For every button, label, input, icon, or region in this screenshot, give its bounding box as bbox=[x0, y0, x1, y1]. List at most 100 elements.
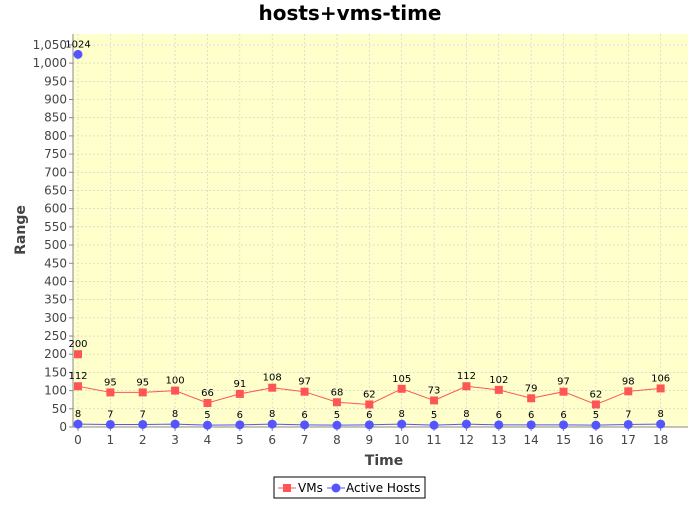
data-label-active-hosts: 8 bbox=[657, 409, 663, 420]
x-tick-label: 17 bbox=[621, 433, 636, 447]
data-point-vms bbox=[106, 388, 115, 397]
data-label-active-hosts: 5 bbox=[334, 410, 340, 421]
y-tick-label: 750 bbox=[44, 147, 67, 161]
y-tick-label: 500 bbox=[44, 238, 67, 252]
data-label-vms: 95 bbox=[136, 377, 149, 388]
data-label-vms: 112 bbox=[68, 371, 87, 382]
legend-active-hosts-marker bbox=[331, 483, 341, 493]
x-tick-label: 4 bbox=[204, 433, 212, 447]
data-label-vms: 108 bbox=[263, 373, 282, 384]
data-point-vms bbox=[235, 389, 244, 398]
y-tick-label: 900 bbox=[44, 93, 67, 107]
data-point-active-hosts bbox=[138, 419, 148, 429]
y-tick-label: 550 bbox=[44, 220, 67, 234]
data-point-active-hosts bbox=[332, 420, 342, 430]
data-point-active-hosts bbox=[429, 420, 439, 430]
data-label-active-hosts: 5 bbox=[204, 410, 210, 421]
x-tick-label: 15 bbox=[556, 433, 571, 447]
x-tick-label: 7 bbox=[301, 433, 309, 447]
data-point-active-hosts bbox=[170, 419, 180, 429]
data-point-vms bbox=[332, 398, 341, 407]
data-point-vms bbox=[527, 394, 536, 403]
data-label-active-hosts: 7 bbox=[107, 409, 113, 420]
chart-title: hosts+vms-time bbox=[258, 1, 441, 25]
data-point-vms bbox=[430, 396, 439, 405]
data-point-vms bbox=[559, 387, 568, 396]
data-point-active-hosts bbox=[559, 420, 569, 430]
legend-vms-label: VMs bbox=[298, 481, 323, 495]
data-label-vms: 102 bbox=[489, 375, 508, 386]
data-point-vms bbox=[268, 383, 277, 392]
data-point-active-hosts bbox=[526, 420, 536, 430]
data-point-active-hosts bbox=[591, 420, 601, 430]
data-point-active-hosts bbox=[300, 420, 310, 430]
x-tick-label: 11 bbox=[426, 433, 441, 447]
data-label-vms: 68 bbox=[331, 387, 344, 398]
data-label-vms: 79 bbox=[525, 383, 538, 394]
data-label-active-hosts: 8 bbox=[398, 409, 404, 420]
y-tick-label: 100 bbox=[44, 384, 67, 398]
y-tick-label: 650 bbox=[44, 183, 67, 197]
y-tick-label: 150 bbox=[44, 365, 67, 379]
x-axis-label: Time bbox=[365, 453, 403, 469]
data-label-active-hosts: 7 bbox=[140, 409, 146, 420]
data-point-active-hosts bbox=[494, 420, 504, 430]
data-point-vms bbox=[462, 382, 471, 391]
y-tick-label: 0 bbox=[59, 420, 67, 434]
data-point-vms bbox=[624, 387, 633, 396]
data-point-active-hosts bbox=[267, 419, 277, 429]
y-tick-label: 600 bbox=[44, 202, 67, 216]
y-tick-label: 1,000 bbox=[33, 56, 67, 70]
data-label-vms: 62 bbox=[363, 389, 376, 400]
data-label-active-hosts: 6 bbox=[528, 410, 534, 421]
legend-vms-marker bbox=[283, 484, 291, 492]
data-point-active-hosts bbox=[461, 419, 471, 429]
data-label-active-hosts: 1024 bbox=[65, 39, 90, 50]
grid bbox=[73, 34, 688, 428]
data-point-vms bbox=[656, 384, 665, 393]
data-point-vms bbox=[591, 400, 600, 409]
data-label-vms: 66 bbox=[201, 388, 214, 399]
y-tick-label: 700 bbox=[44, 165, 67, 179]
data-point-active-hosts bbox=[397, 419, 407, 429]
x-tick-label: 6 bbox=[268, 433, 276, 447]
data-label-active-hosts: 8 bbox=[75, 409, 81, 420]
y-tick-label: 300 bbox=[44, 311, 67, 325]
data-label-active-hosts: 6 bbox=[496, 410, 502, 421]
data-label-vms: 95 bbox=[104, 377, 117, 388]
data-label-vms: 91 bbox=[233, 379, 246, 390]
data-point-active-hosts bbox=[73, 419, 83, 429]
data-point-vms bbox=[397, 384, 406, 393]
data-point-active-hosts bbox=[202, 420, 212, 430]
data-point-vms bbox=[138, 388, 147, 397]
data-label-vms: 62 bbox=[590, 389, 603, 400]
legend-box bbox=[273, 476, 426, 499]
data-label-vms: 105 bbox=[392, 374, 411, 385]
data-label-vms: 73 bbox=[428, 385, 441, 396]
data-label-active-hosts: 5 bbox=[593, 410, 599, 421]
data-point-vms bbox=[300, 387, 309, 396]
data-label-active-hosts: 6 bbox=[366, 410, 372, 421]
data-point-vms bbox=[494, 385, 503, 394]
y-axis-label: Range bbox=[13, 205, 29, 255]
axes: 0501001502002503003504004505005506006507… bbox=[33, 34, 688, 447]
legend-active-hosts-label: Active Hosts bbox=[346, 481, 421, 495]
data-point-vms bbox=[203, 398, 212, 407]
x-tick-label: 5 bbox=[236, 433, 244, 447]
data-label-vms: 200 bbox=[68, 339, 87, 350]
legend: VMs Active Hosts bbox=[273, 476, 426, 499]
data-label-active-hosts: 8 bbox=[269, 409, 275, 420]
y-tick-label: 350 bbox=[44, 293, 67, 307]
x-tick-label: 1 bbox=[107, 433, 115, 447]
x-tick-label: 3 bbox=[171, 433, 179, 447]
y-tick-label: 250 bbox=[44, 329, 67, 343]
data-label-vms: 98 bbox=[622, 376, 635, 387]
data-point-active-hosts bbox=[364, 420, 374, 430]
x-tick-label: 13 bbox=[491, 433, 506, 447]
data-label-vms: 100 bbox=[166, 376, 185, 387]
data-point-active-hosts bbox=[235, 420, 245, 430]
data-label-active-hosts: 6 bbox=[237, 410, 243, 421]
